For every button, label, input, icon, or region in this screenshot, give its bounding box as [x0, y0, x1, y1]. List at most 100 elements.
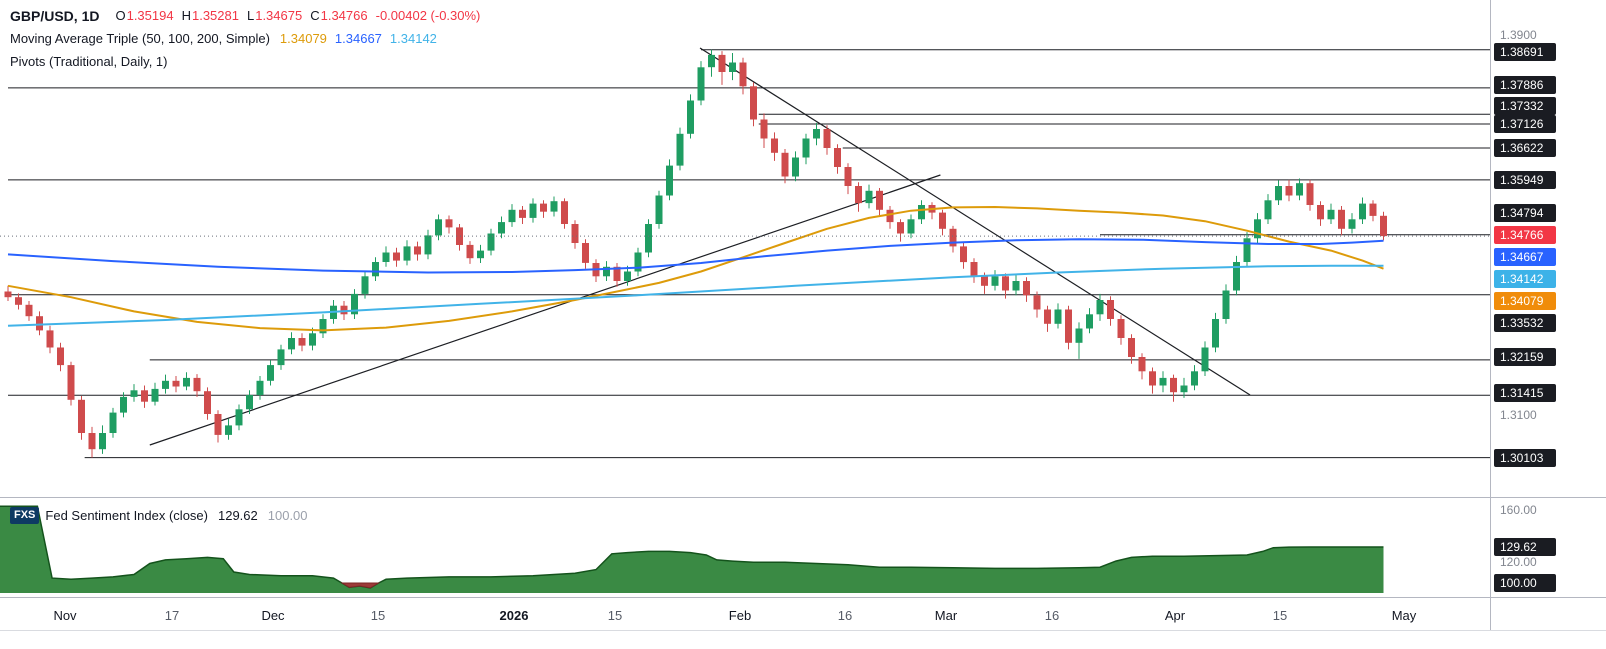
candle-body — [708, 54, 715, 68]
price-scale-border — [1490, 0, 1491, 630]
candle-body — [918, 205, 925, 220]
candle-body — [382, 252, 390, 262]
candle-body — [1191, 371, 1198, 386]
candle-body — [1054, 309, 1062, 324]
ma-value: 1.34079 — [279, 31, 327, 46]
candle-body — [1170, 377, 1177, 393]
candle-body — [162, 380, 169, 389]
ma-value: 1.34142 — [389, 31, 437, 46]
sentiment-line[interactable] — [0, 505, 1384, 589]
candle-body — [477, 250, 484, 259]
sentiment-area-chart[interactable] — [0, 498, 1490, 597]
price-badge: 1.32159 — [1494, 348, 1556, 366]
candle-body — [1327, 209, 1335, 220]
candle-body — [340, 305, 348, 315]
candle-body — [855, 186, 862, 204]
candle-body — [1075, 328, 1083, 343]
price-scale[interactable]: 1.3900 1.38691 1.37886 1.37332 1.37126 1.3662… — [1491, 0, 1606, 649]
ma-50-line[interactable] — [7, 206, 1384, 332]
ohlc-key: L — [246, 8, 255, 23]
candle-body — [970, 262, 978, 277]
candle-body — [277, 349, 285, 366]
ma-200-line[interactable] — [7, 264, 1384, 327]
candle-body — [498, 222, 505, 234]
candle-body — [120, 396, 127, 413]
candle-body — [687, 100, 694, 134]
candlestick-chart[interactable] — [0, 0, 1490, 497]
pivots-indicator-label: Pivots (Traditional, Daily, 1) — [10, 54, 168, 69]
candle-body — [624, 271, 631, 281]
candle-body — [1243, 238, 1251, 262]
candle-body — [204, 391, 211, 414]
candle-body — [256, 380, 264, 395]
candle-body — [907, 219, 915, 234]
candle-body — [1285, 186, 1293, 196]
price-badge: 1.37126 — [1494, 115, 1556, 133]
candle-body — [739, 62, 747, 87]
axis-price-label: 1.3900 — [1500, 28, 1537, 42]
change-value: -0.00402 (-0.30%) — [375, 8, 481, 23]
candle-body — [487, 233, 495, 251]
pivots-legend-row[interactable]: Pivots (Traditional, Daily, 1) — [10, 50, 480, 73]
ma-legend-row[interactable]: Moving Average Triple (50, 100, 200, Sim… — [10, 27, 480, 50]
time-label: 15 — [1272, 608, 1288, 623]
price-pane[interactable]: GBP/USD, 1D O 1.35194 H 1.35281 L 1.34675 C 1.3… — [0, 0, 1490, 497]
time-label: 15 — [607, 608, 623, 623]
ma-100-line[interactable] — [7, 238, 1384, 274]
candle-body — [214, 414, 222, 435]
candle-body — [1065, 309, 1072, 343]
price-badge: 1.34794 — [1494, 204, 1556, 222]
symbol-legend-row[interactable]: GBP/USD, 1D O 1.35194 H 1.35281 L 1.34675 C 1.3… — [10, 4, 480, 27]
candle-body — [529, 203, 537, 218]
time-label: Mar — [934, 608, 958, 623]
sentiment-legend[interactable]: FXS Fed Sentiment Index (close) 129.62 1… — [10, 507, 308, 524]
axis-price-label: 160.00 — [1500, 503, 1537, 517]
candle-body — [1149, 371, 1156, 386]
candle-body — [67, 365, 75, 400]
candle-body — [582, 243, 589, 263]
candle-body — [865, 190, 873, 204]
sentiment-dip-area — [340, 582, 381, 589]
candle-body — [361, 276, 369, 294]
trendline[interactable] — [149, 174, 941, 446]
sentiment-pane[interactable] — [0, 498, 1490, 597]
time-label: 15 — [370, 608, 386, 623]
candle-body — [393, 252, 400, 261]
price-badge: 1.34079 — [1494, 292, 1556, 310]
candle-body — [939, 212, 946, 229]
time-label: Nov — [53, 608, 77, 623]
candle-body — [1317, 205, 1324, 220]
candle-body — [949, 228, 957, 247]
axis-price-label: 120.00 — [1500, 555, 1537, 569]
ma-indicator-label: Moving Average Triple (50, 100, 200, Sim… — [10, 31, 270, 46]
candle-body — [298, 338, 306, 346]
trendline[interactable] — [699, 47, 1251, 396]
candle-body — [1254, 219, 1261, 239]
ohlc-value: 1.34675 — [255, 8, 303, 23]
candle-body — [750, 86, 757, 120]
candle-body — [561, 201, 568, 224]
candle-body — [1338, 209, 1345, 229]
candle-body — [1359, 203, 1366, 220]
candle-body — [424, 235, 432, 255]
candle-body — [823, 129, 831, 148]
candle-body — [1264, 200, 1272, 220]
candle-body — [46, 330, 54, 348]
price-badge: 1.36622 — [1494, 139, 1556, 157]
price-badge: 1.34142 — [1494, 270, 1556, 288]
time-label: Feb — [728, 608, 752, 623]
sentiment-value: 129.62 — [217, 508, 258, 523]
fxs-logo: FXS — [10, 507, 40, 524]
ohlc-key: C — [310, 8, 320, 23]
candle-body — [319, 319, 327, 334]
candle-body — [991, 276, 999, 286]
time-axis-bottom-border — [0, 630, 1606, 631]
time-axis[interactable]: Nov 17 Dec 15 2026 15 Feb 16 Mar 16 Apr 15 May — [0, 597, 1606, 630]
pane-divider[interactable] — [0, 497, 1606, 498]
candle-body — [981, 276, 988, 286]
candle-body — [130, 390, 138, 397]
candle-body — [1306, 183, 1314, 205]
candle-body — [876, 190, 883, 210]
time-label: Dec — [261, 608, 285, 623]
price-badge: 1.35949 — [1494, 171, 1556, 189]
